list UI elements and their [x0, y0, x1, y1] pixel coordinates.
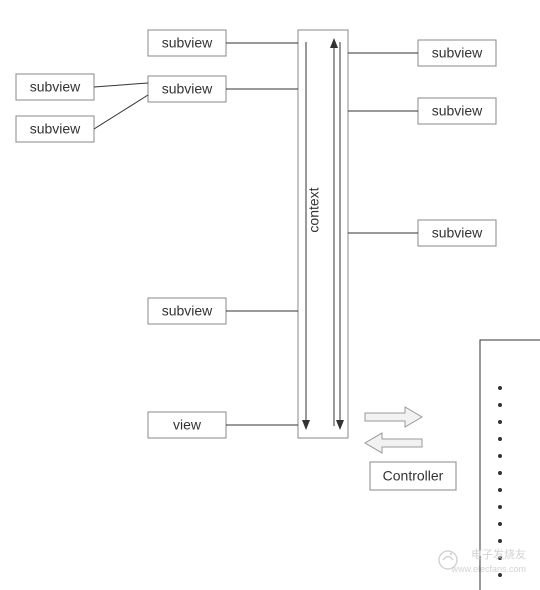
svg-text:Controller: Controller: [383, 468, 444, 484]
svg-text:subview: subview: [162, 303, 213, 319]
panel-dot: [498, 386, 502, 390]
panel-dot: [498, 471, 502, 475]
arrow-left-icon: [365, 433, 422, 453]
svg-text:www.elecfans.com: www.elecfans.com: [450, 564, 526, 574]
box-left-far-1: subview: [16, 74, 94, 100]
box-left-mid: subview: [148, 76, 226, 102]
svg-text:subview: subview: [432, 225, 483, 241]
panel-dot: [498, 437, 502, 441]
svg-text:subview: subview: [162, 81, 213, 97]
svg-text:subview: subview: [30, 79, 81, 95]
panel-dot: [498, 505, 502, 509]
box-controller: Controller: [370, 462, 456, 490]
context-label: context: [306, 187, 322, 232]
panel-dot: [498, 488, 502, 492]
connectors: [94, 43, 418, 425]
svg-text:subview: subview: [162, 35, 213, 51]
svg-text:电子发烧友: 电子发烧友: [471, 547, 526, 561]
box-left-far-2: subview: [16, 116, 94, 142]
svg-text:view: view: [173, 417, 202, 433]
context-column: context: [298, 30, 348, 438]
diagram-canvas: context subview subview subview subview …: [0, 0, 540, 590]
box-left-top: subview: [148, 30, 226, 56]
panel-dot: [498, 539, 502, 543]
watermark: 电子发烧友 www.elecfans.com: [439, 547, 526, 574]
arrow-right-icon: [365, 407, 422, 427]
box-left-low: subview: [148, 298, 226, 324]
box-right-3: subview: [418, 220, 496, 246]
panel-dot: [498, 522, 502, 526]
svg-text:subview: subview: [432, 45, 483, 61]
panel-dot: [498, 403, 502, 407]
svg-text:subview: subview: [30, 121, 81, 137]
panel-dot: [498, 420, 502, 424]
box-right-1: subview: [418, 40, 496, 66]
box-left-view: view: [148, 412, 226, 438]
box-right-2: subview: [418, 98, 496, 124]
svg-text:subview: subview: [432, 103, 483, 119]
panel-dot: [498, 454, 502, 458]
